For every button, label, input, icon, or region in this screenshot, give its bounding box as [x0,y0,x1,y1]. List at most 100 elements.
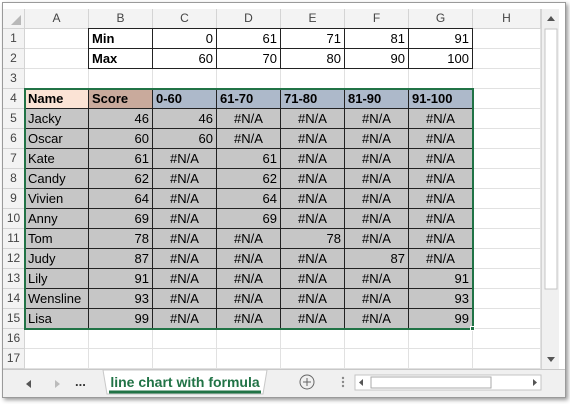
cell[interactable] [345,349,409,369]
cell-text[interactable]: #N/A [152,188,217,209]
cell[interactable] [473,149,541,169]
cell[interactable] [25,349,89,369]
column-header[interactable]: B [89,9,153,29]
column-header[interactable]: C [153,9,217,29]
cell-text[interactable]: #N/A [152,308,217,329]
row-header[interactable]: 3 [3,69,25,89]
cell-text[interactable]: 46 [88,108,153,129]
row-header[interactable]: 13 [3,269,25,289]
cell-text[interactable]: #N/A [152,148,217,169]
row-header[interactable]: 16 [3,329,25,349]
cell-text[interactable]: #N/A [280,188,345,209]
cell[interactable] [473,209,541,229]
cell-text[interactable]: 62 [88,168,153,189]
cell-text[interactable]: Max [88,48,153,69]
cell[interactable] [473,289,541,309]
cell-text[interactable]: 71-80 [280,88,345,109]
cell[interactable] [25,329,89,349]
cell[interactable] [473,169,541,189]
cell-text[interactable]: #N/A [408,108,473,129]
cell-text[interactable]: #N/A [216,248,281,269]
cell-text[interactable]: #N/A [152,168,217,189]
cell[interactable] [217,329,281,349]
cell-text[interactable]: 93 [88,288,153,309]
cell[interactable] [281,349,345,369]
cell-text[interactable]: 61 [216,148,281,169]
cell-text[interactable]: #N/A [280,308,345,329]
cell[interactable] [409,349,473,369]
cell[interactable] [473,49,541,69]
more-sheets[interactable]: ... [75,374,86,389]
cell-text[interactable]: 71 [280,28,345,49]
cell[interactable] [89,349,153,369]
cell-text[interactable]: #N/A [280,128,345,149]
cell-text[interactable]: 61 [88,148,153,169]
cell-text[interactable]: #N/A [216,288,281,309]
cell-text[interactable]: 81 [344,28,409,49]
cell-text[interactable]: 62 [216,168,281,189]
cell-text[interactable]: 78 [280,228,345,249]
column-header[interactable]: F [345,9,409,29]
cell-text[interactable]: 60 [88,128,153,149]
sheet-tab[interactable]: line chart with formula [110,374,260,390]
cell-text[interactable]: Tom [24,228,89,249]
column-header[interactable]: E [281,9,345,29]
cell-text[interactable]: #N/A [216,108,281,129]
cell-text[interactable]: #N/A [344,208,409,229]
cell[interactable] [281,329,345,349]
cell-text[interactable]: 61-70 [216,88,281,109]
cell-text[interactable]: 87 [88,248,153,269]
cell[interactable] [25,29,89,49]
cell-text[interactable]: #N/A [408,248,473,269]
column-header[interactable]: H [473,9,541,29]
cell-text[interactable]: #N/A [344,128,409,149]
cell[interactable] [473,189,541,209]
cell[interactable] [345,329,409,349]
cell-text[interactable]: 91 [408,268,473,289]
cell[interactable] [409,329,473,349]
cell[interactable] [473,89,541,109]
row-header[interactable]: 15 [3,309,25,329]
cell[interactable] [473,309,541,329]
cell[interactable] [473,269,541,289]
row-header[interactable]: 9 [3,189,25,209]
cell[interactable] [25,69,89,89]
cell-text[interactable]: 91 [88,268,153,289]
cell-text[interactable]: #N/A [216,308,281,329]
cell-text[interactable]: #N/A [152,288,217,309]
row-header[interactable]: 6 [3,129,25,149]
cell-text[interactable]: 91 [408,28,473,49]
cell-text[interactable]: 100 [408,48,473,69]
cell-text[interactable]: Anny [24,208,89,229]
cell[interactable] [217,349,281,369]
cell[interactable] [217,69,281,89]
cell-text[interactable]: #N/A [152,208,217,229]
cell-text[interactable]: #N/A [280,208,345,229]
cell-text[interactable]: #N/A [280,288,345,309]
cell-text[interactable]: 93 [408,288,473,309]
cell-text[interactable]: Jacky [24,108,89,129]
cell-text[interactable]: 70 [216,48,281,69]
column-header[interactable]: G [409,9,473,29]
cell-text[interactable]: 90 [344,48,409,69]
cell[interactable] [153,349,217,369]
cell-text[interactable]: #N/A [216,128,281,149]
cell-text[interactable]: 78 [88,228,153,249]
cell-text[interactable]: #N/A [408,188,473,209]
cell[interactable] [473,129,541,149]
cell[interactable] [345,69,409,89]
cell-text[interactable]: #N/A [152,228,217,249]
cell[interactable] [409,69,473,89]
cell[interactable] [473,349,541,369]
cell[interactable] [25,49,89,69]
column-header[interactable]: D [217,9,281,29]
cell-text[interactable]: Candy [24,168,89,189]
cell-text[interactable]: #N/A [408,148,473,169]
row-header[interactable]: 14 [3,289,25,309]
cell-text[interactable]: 60 [152,48,217,69]
cell[interactable] [473,329,541,349]
cell[interactable] [473,69,541,89]
cell-text[interactable]: 61 [216,28,281,49]
cell-text[interactable]: 99 [408,308,473,329]
cell-text[interactable]: #N/A [344,308,409,329]
